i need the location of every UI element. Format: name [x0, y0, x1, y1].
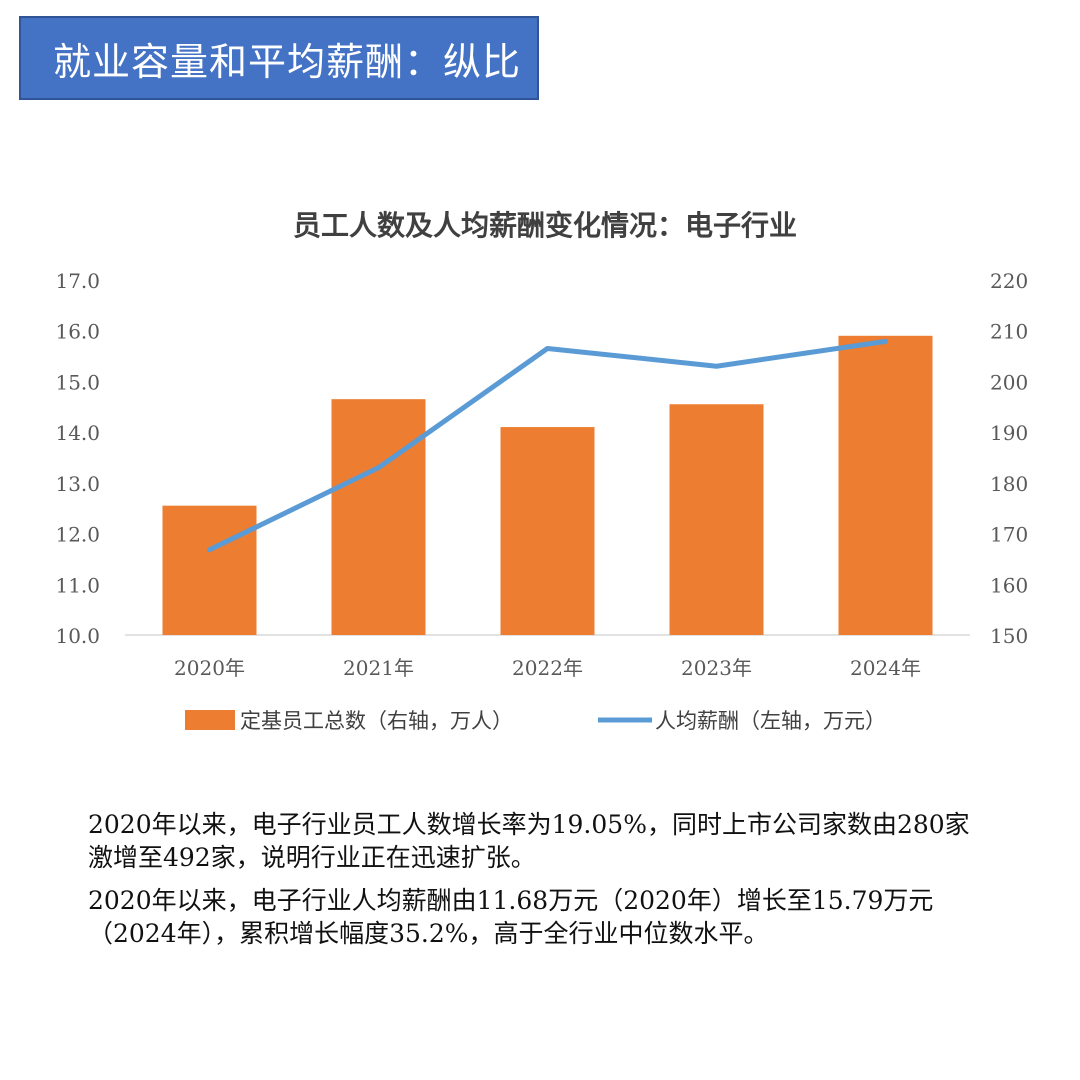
summary-paragraph-headcount: 2020年以来，电子行业员工人数增长率为19.05%，同时上市公司家数由280家… — [88, 810, 970, 872]
left-axis-tick-label: 11.0 — [55, 573, 100, 597]
combo-chart: 员工人数及人均薪酬变化情况：电子行业 10.0 11.0 12.0 13.0 14.0 1… — [55, 209, 1028, 733]
x-axis-tick-label: 2021年 — [343, 656, 414, 680]
left-axis-tick-label: 12.0 — [55, 523, 100, 547]
page-title: 就业容量和平均薪酬：纵比 — [53, 39, 522, 84]
chart-title: 员工人数及人均薪酬变化情况：电子行业 — [293, 209, 797, 242]
bar-employees — [331, 399, 426, 635]
legend-line-label: 人均薪酬（左轴，万元） — [655, 709, 886, 733]
summary-paragraph-salary: 2020年以来，电子行业人均薪酬由11.68万元（2020年）增长至15.79万… — [88, 886, 934, 948]
x-axis-tick-label: 2023年 — [681, 656, 752, 680]
right-axis-tick-label: 220 — [990, 269, 1028, 293]
bar-employees — [838, 335, 933, 635]
right-axis-tick-label: 190 — [990, 421, 1028, 445]
bar-employees — [500, 427, 595, 635]
bar-employees — [162, 505, 257, 635]
x-axis-tick-label: 2024年 — [850, 656, 921, 680]
bar-employees — [669, 404, 764, 635]
header-banner: 就业容量和平均薪酬：纵比 — [19, 16, 539, 100]
legend-bar-swatch — [185, 710, 235, 730]
right-axis-tick-label: 160 — [990, 573, 1028, 597]
right-axis-tick-label: 170 — [990, 523, 1028, 547]
left-axis-tick-label: 15.0 — [55, 370, 100, 394]
left-axis-tick-label: 13.0 — [55, 472, 100, 496]
left-axis-tick-label: 10.0 — [55, 624, 100, 648]
left-axis-tick-label: 16.0 — [55, 320, 100, 344]
x-axis-tick-label: 2022年 — [512, 656, 583, 680]
left-axis-tick-label: 17.0 — [55, 269, 100, 293]
right-axis-tick-label: 200 — [990, 370, 1028, 394]
x-axis-tick-label: 2020年 — [174, 656, 245, 680]
legend: 定基员工总数（右轴，万人） 人均薪酬（左轴，万元） — [185, 709, 886, 733]
right-axis-tick-label: 180 — [990, 472, 1028, 496]
left-axis-tick-label: 14.0 — [55, 421, 100, 445]
right-axis-tick-label: 150 — [990, 624, 1028, 648]
legend-bar-label: 定基员工总数（右轴，万人） — [240, 709, 513, 733]
right-axis-tick-label: 210 — [990, 320, 1028, 344]
